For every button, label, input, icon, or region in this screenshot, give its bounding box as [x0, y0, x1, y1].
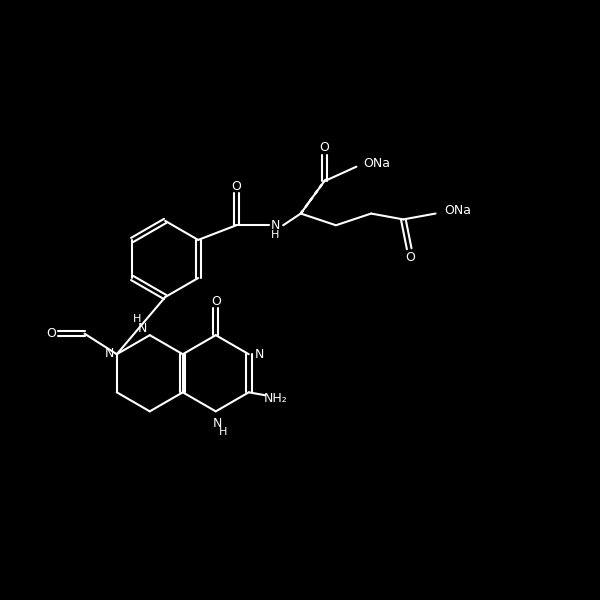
- Text: H: H: [218, 427, 227, 437]
- Text: O: O: [232, 179, 241, 193]
- Text: NH₂: NH₂: [263, 392, 287, 404]
- Text: N: N: [254, 348, 264, 361]
- Text: O: O: [211, 295, 221, 308]
- Text: N: N: [138, 322, 148, 335]
- Text: N: N: [271, 219, 280, 232]
- Text: ONa: ONa: [445, 204, 472, 217]
- Text: N: N: [212, 416, 221, 430]
- Text: N: N: [105, 347, 115, 359]
- Text: O: O: [319, 142, 329, 154]
- Text: H: H: [271, 230, 280, 239]
- Text: O: O: [406, 251, 415, 264]
- Text: O: O: [46, 327, 56, 340]
- Text: H: H: [133, 314, 141, 324]
- Text: ONa: ONa: [364, 157, 391, 170]
